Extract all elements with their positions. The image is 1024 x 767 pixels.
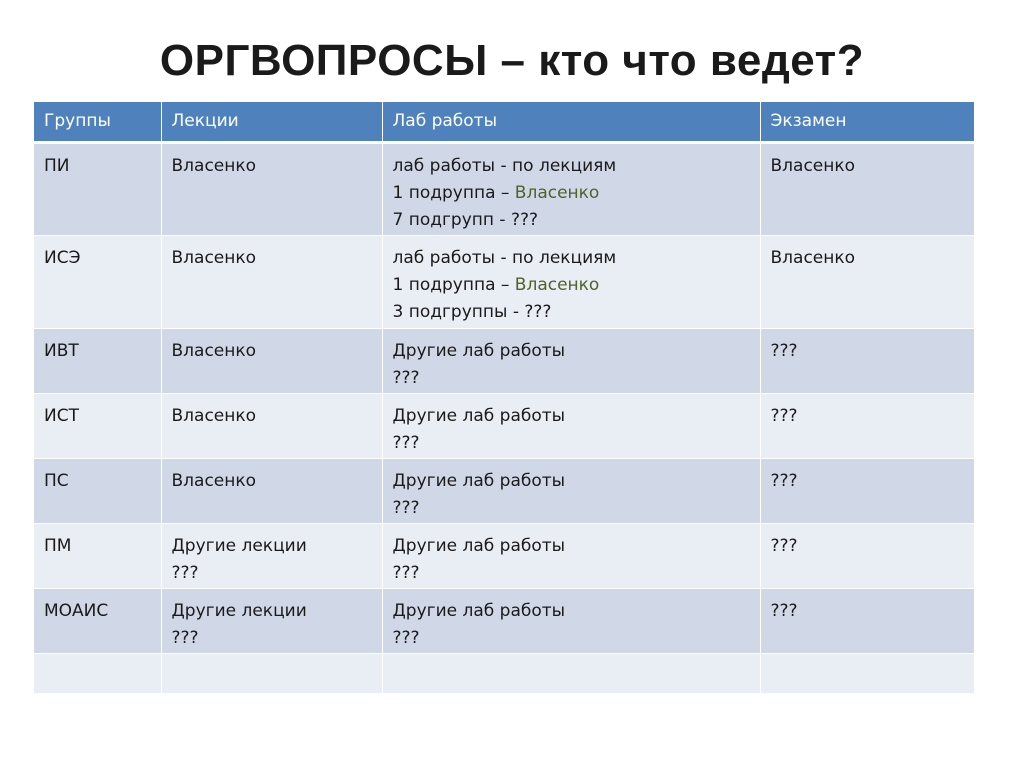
- cell-lectures: Власенко: [161, 142, 383, 236]
- cell-lectures: Другие лекции ???: [161, 588, 383, 654]
- labs-line: 1 подруппа – Власенко: [393, 180, 750, 207]
- cell-lectures: Власенко: [161, 458, 383, 524]
- labs-line: Другие лаб работы: [392, 600, 566, 621]
- cell-group: ИВТ: [34, 328, 162, 394]
- cell-exam: ???: [760, 588, 974, 654]
- labs-subgroup-label: 1 подруппа –: [392, 274, 515, 295]
- cell-group: ИСЭ: [34, 235, 162, 329]
- cell-group: ПС: [34, 458, 162, 524]
- labs-line: лаб работы - по лекциям: [392, 155, 617, 176]
- cell-exam: ???: [760, 523, 974, 589]
- labs-line: ???: [392, 367, 420, 388]
- labs-line: Другие лаб работы: [392, 340, 566, 361]
- cell-group: ИСТ: [34, 393, 162, 459]
- cell-labs: лаб работы - по лекциям 1 подруппа – Вла…: [382, 235, 761, 329]
- cell-labs: Другие лаб работы ???: [382, 393, 761, 459]
- table-row: ИВТ Власенко Другие лаб работы ??? ???: [34, 328, 974, 394]
- lectures-line: ???: [171, 562, 199, 583]
- cell-exam: ???: [760, 328, 974, 394]
- labs-line: 1 подруппа – Власенко: [393, 272, 750, 299]
- labs-subgroup-label: 1 подруппа –: [392, 182, 515, 203]
- labs-line: ???: [392, 562, 420, 583]
- labs-line: ???: [392, 432, 420, 453]
- labs-line: Другие лаб работы: [392, 470, 566, 491]
- cell-exam: ???: [760, 393, 974, 459]
- cell-labs: лаб работы - по лекциям 1 подруппа – Вла…: [382, 142, 761, 236]
- header-lectures: Лекции: [161, 102, 383, 144]
- table-header-row: Группы Лекции Лаб работы Экзамен: [34, 102, 974, 144]
- table-row: ИСЭ Власенко лаб работы - по лекциям 1 п…: [34, 235, 974, 329]
- lectures-line: Другие лекции: [171, 600, 307, 621]
- labs-line: 7 подгрупп - ???: [392, 209, 539, 230]
- header-labs: Лаб работы: [382, 102, 761, 144]
- table-row-empty: [34, 653, 974, 694]
- cell-group: ПМ: [34, 523, 162, 589]
- cell-labs: Другие лаб работы ???: [382, 523, 761, 589]
- cell-labs: Другие лаб работы ???: [382, 588, 761, 654]
- labs-line: 3 подгруппы - ???: [392, 301, 552, 322]
- cell-lectures: Другие лекции ???: [161, 523, 383, 589]
- cell-lectures: Власенко: [161, 235, 383, 329]
- header-groups: Группы: [34, 102, 162, 144]
- cell-lectures: Власенко: [161, 328, 383, 394]
- cell-lectures: Власенко: [161, 393, 383, 459]
- cell-labs: Другие лаб работы ???: [382, 458, 761, 524]
- labs-teacher-name: Власенко: [514, 182, 600, 203]
- labs-teacher-name: Власенко: [514, 274, 600, 295]
- cell-group: [34, 653, 162, 694]
- table-row: ПИ Власенко лаб работы - по лекциям 1 по…: [34, 142, 974, 236]
- table-row: ПМ Другие лекции ??? Другие лаб работы ?…: [34, 523, 974, 589]
- labs-line: Другие лаб работы: [392, 405, 566, 426]
- assignment-table: Группы Лекции Лаб работы Экзамен ПИ Влас…: [34, 102, 974, 694]
- labs-line: ???: [392, 497, 420, 518]
- table-row: ПС Власенко Другие лаб работы ??? ???: [34, 458, 974, 524]
- labs-line: лаб работы - по лекциям: [392, 247, 617, 268]
- cell-group: МОАИС: [34, 588, 162, 654]
- table-row: ИСТ Власенко Другие лаб работы ??? ???: [34, 393, 974, 459]
- labs-line: Другие лаб работы: [392, 535, 566, 556]
- cell-exam: Власенко: [760, 235, 974, 329]
- cell-group: ПИ: [34, 142, 162, 236]
- header-exam: Экзамен: [760, 102, 974, 144]
- cell-exam: ???: [760, 458, 974, 524]
- table-row: МОАИС Другие лекции ??? Другие лаб работ…: [34, 588, 974, 654]
- labs-line: ???: [392, 627, 420, 648]
- cell-exam: Власенко: [760, 142, 974, 236]
- cell-labs: [382, 653, 761, 694]
- lectures-line: ???: [171, 627, 199, 648]
- cell-labs: Другие лаб работы ???: [382, 328, 761, 394]
- cell-lectures: [161, 653, 383, 694]
- lectures-line: Другие лекции: [171, 535, 307, 556]
- cell-exam: [760, 653, 974, 694]
- slide-title: ОРГВОПРОСЫ – кто что ведет?: [159, 36, 865, 85]
